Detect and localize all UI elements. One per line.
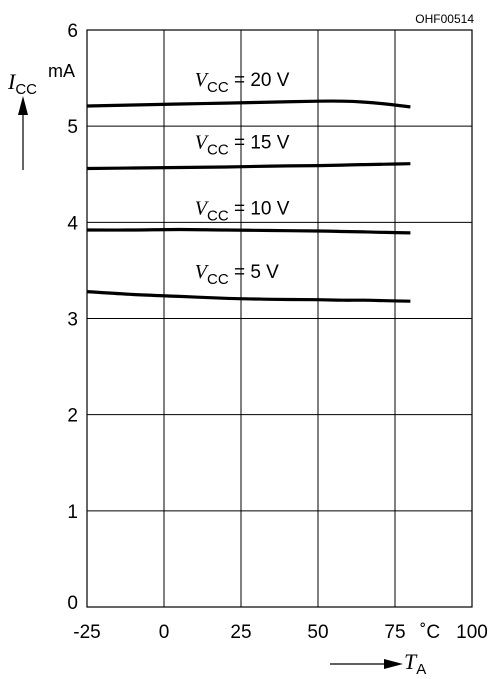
grid (86, 29, 473, 608)
x-unit-label: ˚C (420, 622, 440, 643)
figure-code: OHF00514 (415, 12, 474, 26)
y-axis-symbol: ICC (7, 69, 37, 98)
x-tick-labels: -25 0 25 50 75 100 (73, 622, 488, 643)
y-tick-labels: 0 1 2 3 4 5 6 (67, 21, 78, 614)
y-unit-label: mA (48, 61, 75, 81)
series-line (86, 290, 411, 303)
series-label: VCC = 15 V (195, 131, 290, 158)
y-tick-label: 2 (67, 406, 78, 427)
y-axis-arrow-head (18, 96, 28, 115)
series-label: VCC = 5 V (195, 261, 279, 288)
x-tick-label: 0 (159, 622, 170, 643)
series-line (86, 227, 411, 235)
plot-frame (86, 29, 473, 608)
y-tick-label: 3 (67, 310, 78, 331)
y-axis-title: ICC (7, 69, 37, 170)
x-axis-arrow-head (384, 659, 403, 669)
x-tick-label: 75 (384, 622, 405, 643)
x-axis-title: TA (330, 649, 426, 678)
x-tick-label: 50 (307, 622, 328, 643)
series-line (86, 99, 411, 109)
series-line (86, 162, 411, 171)
y-tick-label: 1 (67, 502, 78, 523)
y-tick-label: 0 (67, 593, 78, 614)
series-label: VCC = 20 V (195, 69, 290, 96)
y-tick-label: 5 (67, 117, 78, 138)
y-tick-label: 6 (67, 21, 78, 42)
x-tick-label: 25 (230, 622, 251, 643)
x-tick-label: 100 (456, 622, 488, 643)
series-curves (86, 99, 411, 303)
y-tick-label: 4 (67, 213, 78, 234)
x-tick-label: -25 (73, 622, 100, 643)
x-axis-symbol: TA (404, 649, 426, 678)
series-label: VCC = 10 V (195, 198, 290, 225)
series-labels: VCC = 20 V VCC = 15 V VCC = 10 V VCC = 5 V (195, 69, 290, 288)
